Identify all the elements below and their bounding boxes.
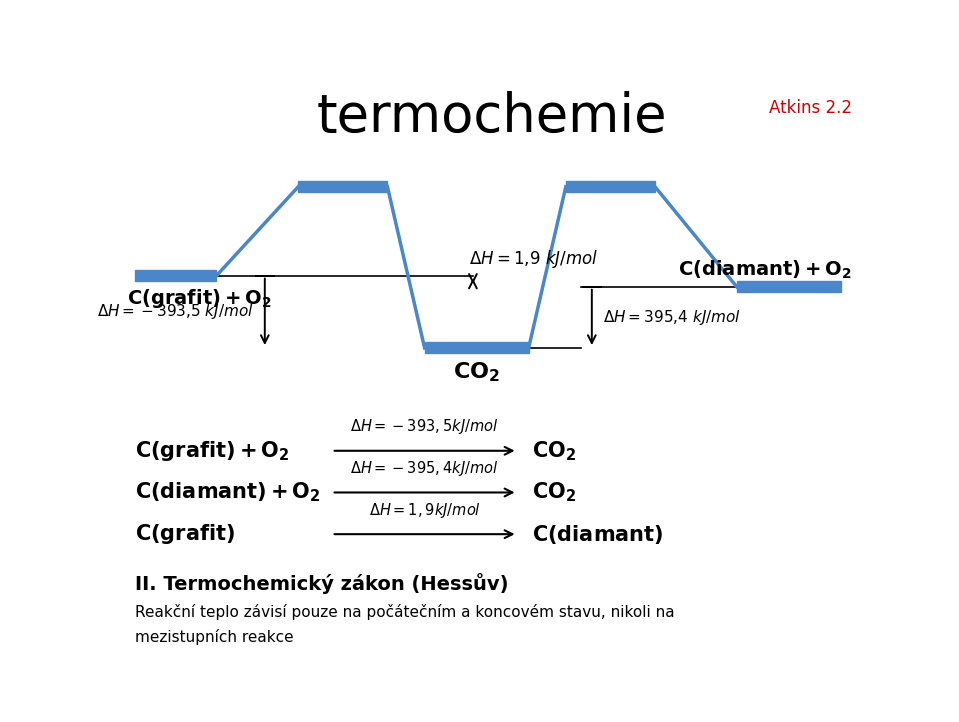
Text: $\mathbf{C(grafit)}$: $\mathbf{C(grafit)}$ [134, 522, 235, 546]
FancyBboxPatch shape [298, 181, 387, 192]
Text: mezistupních reakce: mezistupních reakce [134, 629, 293, 645]
Text: $\mathit{ΔH = −393,5 kJ/mol}$: $\mathit{ΔH = −393,5 kJ/mol}$ [350, 417, 499, 436]
Text: Atkins 2.2: Atkins 2.2 [769, 99, 852, 117]
Text: $\Delta H = -393{,}5\ \mathit{kJ/mol}$: $\Delta H = -393{,}5\ \mathit{kJ/mol}$ [97, 303, 253, 321]
Text: $\mathit{ΔH = −395,4 kJ/mol}$: $\mathit{ΔH = −395,4 kJ/mol}$ [350, 459, 499, 478]
Text: $\mathit{ΔH = 1,9 kJ/mol}$: $\mathit{ΔH = 1,9 kJ/mol}$ [368, 501, 480, 520]
FancyBboxPatch shape [134, 270, 217, 281]
Text: $\mathbf{CO_2}$: $\mathbf{CO_2}$ [454, 360, 500, 384]
Text: II. Termochemický zákon (Hessův): II. Termochemický zákon (Hessův) [134, 573, 508, 594]
Text: termochemie: termochemie [316, 91, 667, 143]
Text: $\mathbf{CO_2}$: $\mathbf{CO_2}$ [532, 439, 576, 463]
FancyBboxPatch shape [566, 181, 655, 192]
Text: $\mathbf{C(diamant) + O_2}$: $\mathbf{C(diamant) + O_2}$ [678, 259, 852, 281]
Text: $\mathbf{C(grafit) + O_2}$: $\mathbf{C(grafit) + O_2}$ [134, 439, 289, 463]
Text: $\mathbf{CO_2}$: $\mathbf{CO_2}$ [532, 481, 576, 504]
Text: $\mathbf{C(diamant)}$: $\mathbf{C(diamant)}$ [532, 523, 664, 546]
Text: $\mathbf{C(grafit) + O_2}$: $\mathbf{C(grafit) + O_2}$ [128, 287, 271, 310]
Text: Reakční teplo závisí pouze na počátečním a koncovém stavu, nikoli na: Reakční teplo závisí pouze na počátečním… [134, 604, 674, 619]
Text: $\mathbf{C(diamant) + O_2}$: $\mathbf{C(diamant) + O_2}$ [134, 481, 320, 504]
Text: $\Delta H = 395{,}4\ \mathit{kJ/mol}$: $\Delta H = 395{,}4\ \mathit{kJ/mol}$ [603, 308, 741, 327]
Text: $\Delta H = 1{,}9\ \mathit{kJ/mol}$: $\Delta H = 1{,}9\ \mathit{kJ/mol}$ [469, 248, 598, 270]
FancyBboxPatch shape [737, 281, 841, 292]
FancyBboxPatch shape [425, 342, 528, 354]
